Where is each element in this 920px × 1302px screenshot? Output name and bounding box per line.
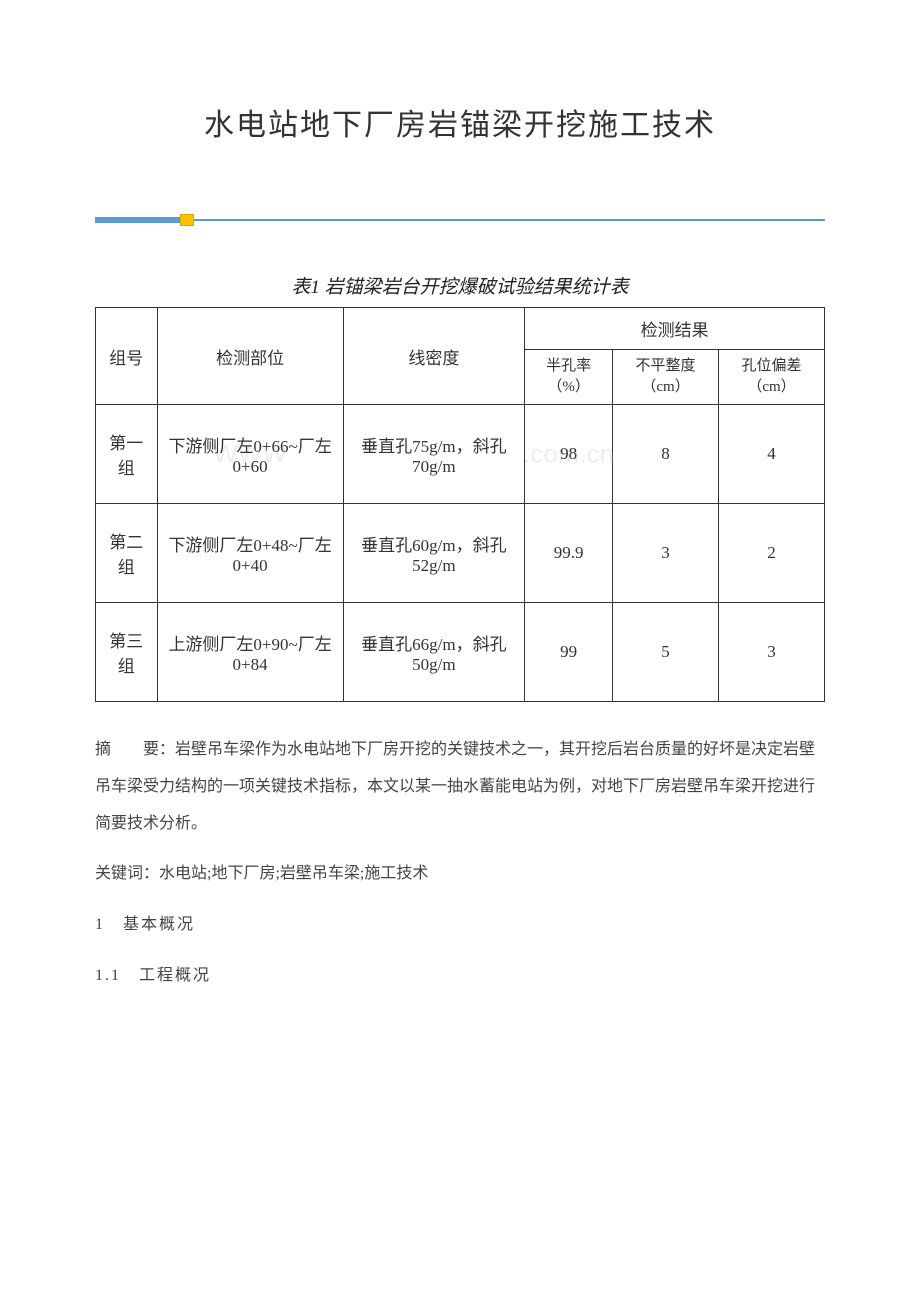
document-title: 水电站地下厂房岩锚梁开挖施工技术: [95, 100, 825, 144]
table-row: 第一组 WWW 下游侧厂左0+66~厂左0+60 垂直孔75g/m，斜孔70g/…: [96, 405, 825, 504]
keywords: 关键词：水电站;地下厂房;岩壁吊车梁;施工技术: [95, 856, 825, 893]
cell-deviation: 2: [719, 504, 825, 603]
divider-right-line: [194, 219, 825, 221]
header-location: 检测部位: [157, 308, 343, 405]
cell-group: 第一组: [96, 405, 158, 504]
header-deviation: 孔位偏差（cm）: [719, 350, 825, 405]
cell-location: 下游侧厂左0+48~厂左0+40: [157, 504, 343, 603]
cell-unevenness: 3: [613, 504, 719, 603]
header-group: 组号: [96, 308, 158, 405]
cell-density: 垂直孔60g/m，斜孔52g/m: [343, 504, 525, 603]
cell-location: WWW 下游侧厂左0+66~厂左0+60: [157, 405, 343, 504]
cell-half-hole: .com.cn 98: [525, 405, 613, 504]
decorative-divider: [95, 214, 825, 222]
header-density: 线密度: [343, 308, 525, 405]
section-1: 1 基本概况: [95, 907, 825, 944]
divider-left-bar: [95, 217, 180, 223]
table-row: 第三组 上游侧厂左0+90~厂左0+84 垂直孔66g/m，斜孔50g/m 99…: [96, 603, 825, 702]
header-result-group: 检测结果: [525, 308, 825, 350]
divider-box-icon: [180, 214, 194, 226]
keywords-text: 水电站;地下厂房;岩壁吊车梁;施工技术: [159, 865, 428, 882]
header-half-hole: 半孔率（%）: [525, 350, 613, 405]
cell-half-hole: 99: [525, 603, 613, 702]
section-1-1: 1.1 工程概况: [95, 958, 825, 995]
cell-unevenness: 8: [613, 405, 719, 504]
table-caption: 表1 岩锚梁岩台开挖爆破试验结果统计表: [95, 272, 825, 299]
cell-half-hole: 99.9: [525, 504, 613, 603]
abstract-label: 摘 要：: [95, 741, 175, 758]
cell-deviation: 4: [719, 405, 825, 504]
header-unevenness: 不平整度（cm）: [613, 350, 719, 405]
cell-unevenness: 5: [613, 603, 719, 702]
table-row: 第二组 下游侧厂左0+48~厂左0+40 垂直孔60g/m，斜孔52g/m 99…: [96, 504, 825, 603]
cell-location: 上游侧厂左0+90~厂左0+84: [157, 603, 343, 702]
cell-deviation: 3: [719, 603, 825, 702]
abstract: 摘 要：岩壁吊车梁作为水电站地下厂房开挖的关键技术之一，其开挖后岩台质量的好坏是…: [95, 732, 825, 842]
cell-density: 垂直孔75g/m，斜孔70g/m: [343, 405, 525, 504]
cell-density: 垂直孔66g/m，斜孔50g/m: [343, 603, 525, 702]
cell-group: 第三组: [96, 603, 158, 702]
cell-group: 第二组: [96, 504, 158, 603]
keywords-label: 关键词：: [95, 865, 159, 882]
abstract-text: 岩壁吊车梁作为水电站地下厂房开挖的关键技术之一，其开挖后岩台质量的好坏是决定岩壁…: [95, 741, 815, 832]
results-table: 组号 检测部位 线密度 检测结果 半孔率（%） 不平整度（cm） 孔位偏差（cm…: [95, 307, 825, 702]
